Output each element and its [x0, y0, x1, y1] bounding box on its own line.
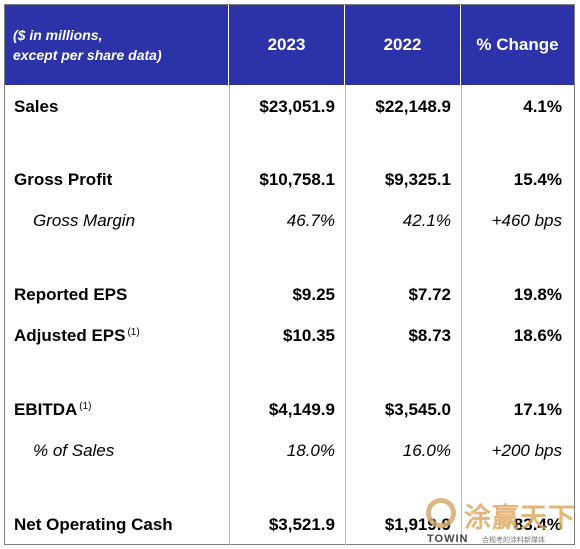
table-frame: [4, 4, 575, 545]
value-change: 15.4%: [513, 170, 562, 189]
table-row-reported-eps: Reported EPS $9.25 $7.72 19.8%: [5, 282, 574, 308]
table-row-gross-profit: Gross Profit $10,758.1 $9,325.1 15.4%: [5, 167, 574, 193]
value-2023: 46.7%: [286, 211, 335, 230]
row-label: Net Operating Cash: [14, 515, 173, 534]
value-change: 17.1%: [513, 400, 562, 419]
row-label: Gross Profit: [14, 170, 113, 189]
value-2022: $22,148.9: [375, 97, 451, 116]
header-col-2022: 2022: [345, 5, 461, 85]
row-label: EBITDA (1): [14, 400, 92, 419]
watermark-chinese-text: 涂赢天下: [464, 503, 576, 534]
value-2023: $10.35: [283, 326, 335, 345]
table-row-ebitda-pct-sales: % of Sales 18.0% 16.0% +200 bps: [5, 438, 574, 464]
column-divider: [461, 85, 462, 545]
value-change: 83.4%: [513, 515, 562, 534]
value-2022: $7.72: [408, 285, 451, 304]
towin-watermark: 涂赢天下 TOWIN 合规考的涂料新媒体: [424, 496, 576, 546]
column-divider: [345, 85, 346, 545]
value-2023: $23,051.9: [259, 97, 335, 116]
value-2022: 16.0%: [402, 441, 451, 460]
value-2023: $9.25: [292, 285, 335, 304]
value-change: +460 bps: [491, 211, 562, 230]
table-header: ($ in millions, except per share data) 2…: [5, 5, 574, 85]
header-units-line2: except per share data): [13, 47, 162, 63]
table-row-ebitda: EBITDA (1) $4,149.9 $3,545.0 17.1%: [5, 397, 574, 423]
value-2022: $8.73: [408, 326, 451, 345]
value-2023: $4,149.9: [268, 400, 335, 419]
row-label: Reported EPS: [14, 285, 128, 304]
footnote-marker: (1): [79, 401, 92, 412]
header-col-2023: 2023: [229, 5, 345, 85]
table-row-sales: Sales $23,051.9 $22,148.9 4.1%: [5, 94, 574, 120]
row-label: Gross Margin: [33, 211, 136, 230]
header-col-change: % Change: [476, 35, 559, 54]
value-2022: 42.1%: [402, 211, 451, 230]
value-2023: 18.0%: [286, 441, 335, 460]
value-2023: $3,521.9: [268, 515, 335, 534]
table-row-gross-margin: Gross Margin 46.7% 42.1% +460 bps: [5, 208, 574, 234]
table-row-adjusted-eps: Adjusted EPS (1) $10.35 $8.73 18.6%: [5, 323, 574, 349]
value-change: 19.8%: [513, 285, 562, 304]
header-units-line1: ($ in millions,: [13, 27, 103, 43]
footnote-marker: (1): [127, 327, 140, 338]
value-change: 4.1%: [523, 97, 562, 116]
header-units-label: ($ in millions, except per share data): [5, 5, 229, 85]
value-change: 18.6%: [513, 326, 562, 345]
towin-logo-icon: [426, 498, 456, 528]
value-change: +200 bps: [491, 441, 562, 460]
value-2022: $9,325.1: [384, 170, 451, 189]
value-2023: $10,758.1: [259, 170, 335, 189]
row-label: % of Sales: [33, 441, 115, 460]
watermark-english-text: TOWIN: [427, 533, 469, 545]
watermark-tagline: 合规考的涂料新媒体: [482, 536, 545, 544]
row-label: Sales: [14, 97, 59, 116]
row-label: Adjusted EPS (1): [14, 326, 140, 345]
value-2022: $3,545.0: [384, 400, 451, 419]
column-divider: [229, 85, 230, 545]
